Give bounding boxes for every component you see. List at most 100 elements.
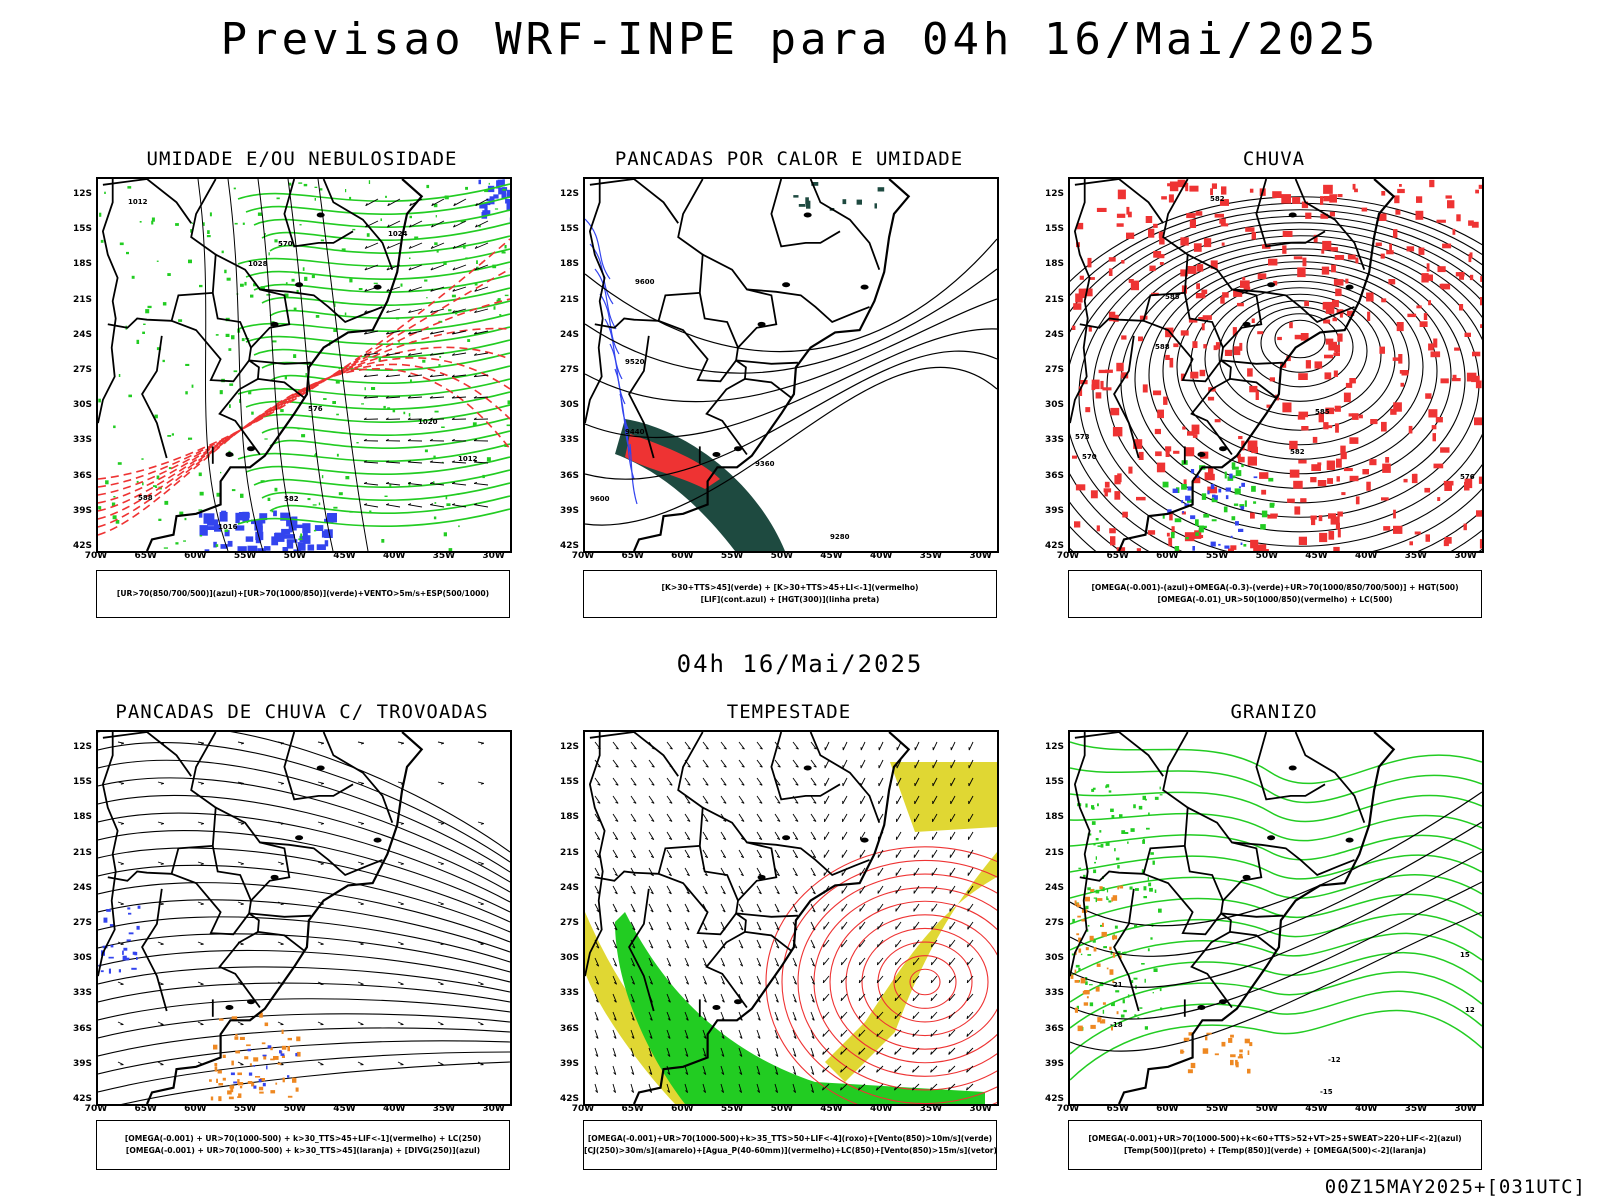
map-canvas	[585, 732, 997, 1104]
panel-title-chuva: CHUVA	[1242, 148, 1306, 170]
longitude-tick-label: 40W	[382, 551, 406, 561]
contour-label: 15	[1460, 951, 1470, 959]
longitude-tick-label: 50W	[1255, 1104, 1279, 1114]
latitude-tick-label: 24S	[72, 882, 92, 893]
contour-label: 582	[284, 495, 299, 503]
latitude-tick-label: 36S	[559, 470, 579, 481]
latitude-tick-label: 33S	[72, 988, 92, 999]
latitude-tick-label: 21S	[1044, 847, 1064, 858]
longitude-tick-label: 45W	[333, 551, 356, 561]
longitude-tick-label: 40W	[1354, 551, 1378, 561]
latitude-tick-label: 36S	[72, 1023, 92, 1034]
contour-label: 1020	[418, 418, 438, 426]
latitude-tick-label: 12S	[559, 742, 579, 752]
contour-label: -12	[1328, 1056, 1341, 1064]
latitude-tick-label: 21S	[72, 294, 92, 305]
contour-label: 582	[1290, 448, 1305, 456]
humidity-blue-field	[198, 510, 337, 551]
instability-green-cells	[793, 182, 885, 211]
contour-label: 576	[1460, 473, 1475, 481]
latitude-tick-label: 24S	[72, 329, 92, 340]
latitude-tick-label: 33S	[1044, 988, 1064, 999]
longitude-tick-label: 65W	[621, 551, 644, 561]
legend-line: [OMEGA(-0.01)_UR>50(1000/850)(vermelho) …	[1157, 595, 1393, 604]
pressure-850-red-contours	[765, 846, 997, 1104]
longitude-tick-label: 35W	[1404, 551, 1428, 561]
latitude-tick-label: 21S	[559, 294, 579, 305]
map-canvas: 9600 9520 9440 9360 9280 9600	[585, 179, 997, 551]
latitude-tick-label: 21S	[72, 847, 92, 858]
latitude-tick-label: 36S	[72, 470, 92, 481]
longitude-tick-label: 40W	[1354, 1104, 1378, 1114]
wind-arrows	[363, 198, 489, 508]
latitude-tick-label: 33S	[1044, 435, 1064, 446]
longitude-tick-label: 50W	[283, 1104, 307, 1114]
longitude-tick-label: 30W	[969, 551, 992, 561]
latitude-tick-label: 15S	[72, 224, 92, 235]
longitude-tick-label: 55W	[720, 551, 744, 561]
contour-label: 1028	[248, 260, 268, 268]
latitude-tick-label: 18S	[1044, 259, 1064, 270]
longitude-tick-label: 40W	[869, 1104, 893, 1114]
jet-yellow-area	[890, 762, 997, 832]
map-canvas	[98, 732, 510, 1104]
pressure-black-contours	[197, 179, 369, 551]
latitude-tick-label: 33S	[559, 988, 579, 999]
latitude-tick-label: 27S	[1044, 918, 1064, 928]
contour-label: 9600	[590, 495, 610, 503]
contour-label: 585	[1315, 408, 1330, 416]
contour-label: 9280	[830, 533, 850, 541]
latitude-tick-label: 12S	[559, 189, 579, 199]
contour-label: 9440	[625, 428, 645, 436]
longitude-tick-label: 30W	[482, 551, 505, 561]
latitude-tick-label: 15S	[559, 224, 579, 235]
geographic-boundaries	[1070, 732, 1396, 1104]
forecast-time-title: 04h 16/Mai/2025	[676, 650, 924, 678]
main-title: Previsao WRF-INPE para 04h 16/Mai/2025	[220, 14, 1380, 65]
latitude-tick-label: 39S	[559, 505, 579, 516]
rain-red-field	[1071, 179, 1482, 551]
latitude-tick-label: 24S	[1044, 882, 1064, 893]
contour-label: 576	[308, 405, 323, 413]
divergence-blue-field	[98, 905, 141, 974]
omega-orange-field	[1180, 1032, 1253, 1074]
longitude-tick-label: 55W	[720, 1104, 744, 1114]
latitude-tick-label: 33S	[72, 435, 92, 446]
latitude-tick-label: 27S	[1044, 365, 1064, 375]
longitude-tick-label: 45W	[820, 1104, 843, 1114]
longitude-tick-label: 70W	[84, 1104, 108, 1114]
latitude-tick-label: 42S	[1044, 1094, 1064, 1104]
latitude-tick-label: 30S	[1044, 953, 1064, 964]
contour-label: 12	[1465, 1006, 1475, 1014]
temp-850-green-contours	[1070, 741, 1482, 1081]
contour-label: 573	[1075, 433, 1090, 441]
longitude-tick-label: 65W	[134, 551, 157, 561]
panel-title-umidade: UMIDADE E/OU NEBULOSIDADE	[146, 148, 458, 170]
latitude-tick-label: 39S	[1044, 505, 1064, 516]
longitude-tick-label: 40W	[382, 1104, 406, 1114]
legend-trovoadas: [OMEGA(-0.001) + UR>70(1000-500) + k>30_…	[96, 1120, 510, 1170]
panel-title-trovoadas: PANCADAS DE CHUVA C/ TROVOADAS	[115, 701, 489, 723]
longitude-tick-label: 45W	[1305, 551, 1328, 561]
run-timestamp: 00Z15MAY2025+[031UTC]	[1324, 1176, 1586, 1198]
map-canvas: -12 -15 -18 -21 12 15	[1070, 732, 1482, 1104]
latitude-tick-label: 42S	[72, 541, 92, 551]
latitude-tick-label: 39S	[1044, 1058, 1064, 1069]
legend-granizo: [OMEGA(-0.001)+UR>70(1000-500)+k<60+TTS>…	[1068, 1120, 1482, 1170]
latitude-tick-label: 30S	[559, 953, 579, 964]
legend-chuva: [OMEGA(-0.001)-(azul)+OMEGA(-0.3)-(verde…	[1068, 570, 1482, 618]
streamlines-250	[98, 732, 510, 1104]
latitude-tick-label: 27S	[559, 918, 579, 928]
longitude-tick-label: 60W	[184, 551, 207, 561]
map-canvas: 1012 1016 1020 1024 1028 570 576 582 588 1012	[98, 179, 510, 551]
longitude-tick-label: 60W	[671, 1104, 694, 1114]
legend-line: [OMEGA(-0.001) + UR>70(1000-500) + k>30_…	[125, 1146, 481, 1155]
legend-line: [CJ(250)>30m/s](amarelo)+[Agua_P(40-60mm…	[584, 1146, 998, 1155]
map-canvas: 582 585 588 573 570 576 582 585	[1070, 179, 1482, 551]
latitude-tick-label: 39S	[72, 1058, 92, 1069]
contour-label: 588	[1155, 343, 1170, 351]
contour-label: 570	[1082, 453, 1097, 461]
latitude-tick-label: 30S	[72, 953, 92, 964]
omega-orange-field	[1070, 885, 1124, 1032]
latitude-tick-label: 27S	[559, 365, 579, 375]
